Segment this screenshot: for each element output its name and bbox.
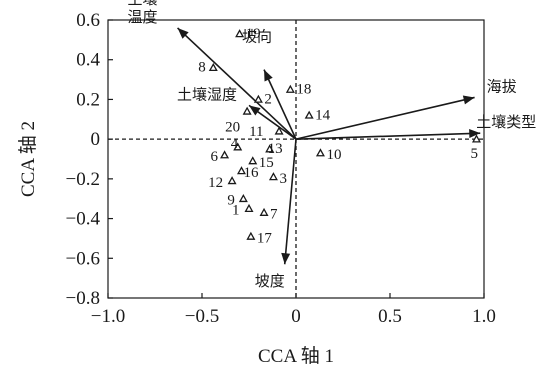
site-point-label: 20 xyxy=(225,119,240,135)
env-vector-label: 温度 xyxy=(128,9,158,26)
site-point-marker xyxy=(233,142,243,151)
site-point-label: 16 xyxy=(243,165,258,181)
env-vector-arrowhead xyxy=(462,95,475,105)
site-point-label: 12 xyxy=(208,175,223,191)
site-point-label: 2 xyxy=(264,91,272,107)
axis-ticks: −1.0 −0.5 0 0.5 1.0 −0.8 −0.6 −0.4 −0.2 0 0.2 0.4 0.… xyxy=(66,10,496,327)
site-point-label: 13 xyxy=(268,141,283,157)
env-vector-label: 坡度 xyxy=(255,273,285,290)
site-point-label: 10 xyxy=(326,147,341,163)
env-vector-arrowhead xyxy=(264,69,273,82)
x-tick-label: −0.5 xyxy=(185,306,219,327)
site-point-label: 11 xyxy=(249,124,263,140)
env-vector-line xyxy=(295,96,475,140)
site-point-label: 4 xyxy=(231,136,239,152)
site-point-label: 1 xyxy=(232,203,240,219)
x-axis-title: CCA 轴 1 xyxy=(258,345,334,367)
env-vector-line xyxy=(283,139,297,265)
env-vector-arrowhead xyxy=(281,252,291,265)
site-point-label: 19 xyxy=(246,26,261,42)
site-point-marker xyxy=(242,106,252,115)
y-tick-label: 0.6 xyxy=(76,10,100,31)
site-point-marker xyxy=(246,231,256,240)
x-tick-label: 0 xyxy=(291,306,301,327)
y-tick-label: 0.2 xyxy=(76,89,100,110)
y-tick-label: 0.4 xyxy=(76,50,100,71)
site-point-marker xyxy=(285,84,295,93)
site-point-label: 7 xyxy=(270,207,278,223)
y-tick-label: −0.2 xyxy=(66,169,100,190)
env-vector-arrowhead xyxy=(249,105,261,116)
site-point-marker xyxy=(274,126,284,135)
site-point-label: 14 xyxy=(315,107,331,123)
x-tick-label: 1.0 xyxy=(472,306,496,327)
env-vector-line xyxy=(177,27,297,140)
site-point-label: 6 xyxy=(211,149,219,165)
site-point-marker xyxy=(235,29,245,38)
env-vector-arrowhead xyxy=(469,129,481,139)
site-point-label: 18 xyxy=(296,82,311,98)
site-point-label: 15 xyxy=(259,155,274,171)
site-point-label: 9 xyxy=(227,193,235,209)
site-point-marker xyxy=(208,62,218,72)
y-tick-label: −0.8 xyxy=(66,288,100,309)
env-vector-label: 土壤 xyxy=(128,0,158,8)
reference-lines xyxy=(108,20,484,298)
env-vector-line xyxy=(295,132,481,140)
env-vector-arrowhead xyxy=(177,27,189,39)
x-tick-label: 0.5 xyxy=(378,306,402,327)
site-point-label: 17 xyxy=(257,230,273,246)
site-point-marker xyxy=(253,94,263,103)
site-point-marker xyxy=(268,172,278,181)
site-point-marker xyxy=(315,148,325,157)
y-tick-label: 0 xyxy=(91,129,101,150)
site-point-marker xyxy=(227,176,237,185)
site-point-marker xyxy=(304,110,314,119)
env-vector-label: 土壤类型 xyxy=(476,113,536,131)
y-tick-label: −0.4 xyxy=(66,209,101,230)
site-point-marker xyxy=(248,156,258,165)
site-point-marker xyxy=(238,193,248,203)
site-point-label: 5 xyxy=(470,146,478,162)
plot-frame xyxy=(107,19,485,299)
site-point-marker xyxy=(259,207,269,216)
site-point-marker xyxy=(265,144,275,153)
site-point-label: 3 xyxy=(279,171,287,187)
y-tick-label: −0.6 xyxy=(66,248,100,269)
site-point-marker xyxy=(220,150,230,159)
env-vector-line xyxy=(263,69,297,140)
site-point-marker xyxy=(471,134,481,143)
site-point-marker xyxy=(236,166,246,175)
env-vector-label: 海拔 xyxy=(487,78,517,95)
site-point-label: 8 xyxy=(198,60,206,76)
env-vector-label: 坡向 xyxy=(242,29,272,46)
site-point-marker xyxy=(244,203,254,213)
x-tick-label: −1.0 xyxy=(91,306,125,327)
env-vector-label: 土壤湿度 xyxy=(177,85,237,103)
y-axis-title: CCA 轴 2 xyxy=(17,121,39,197)
